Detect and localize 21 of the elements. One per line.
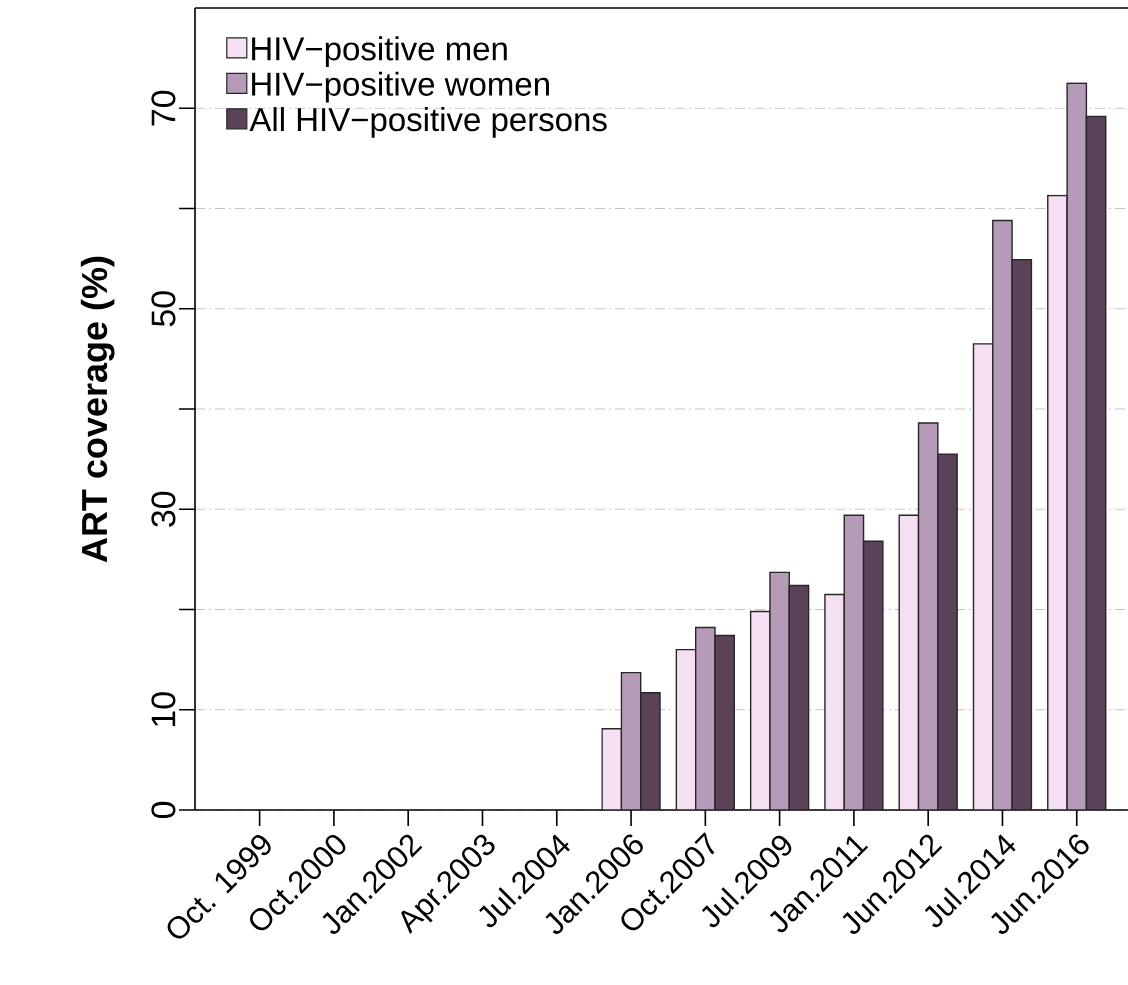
legend-label: All HIV−positive persons xyxy=(249,107,607,138)
bar xyxy=(862,540,884,810)
bar xyxy=(1085,115,1107,810)
bar xyxy=(1011,258,1033,810)
bar xyxy=(1066,82,1088,810)
y-axis-title: ART coverage (%) xyxy=(80,256,115,563)
y-tick-label: 30 xyxy=(151,491,176,527)
legend-label: HIV−positive men xyxy=(252,36,507,68)
bar xyxy=(694,626,716,810)
bar xyxy=(917,422,939,810)
bar xyxy=(640,691,661,810)
y-tick-label: 0 xyxy=(151,801,176,819)
y-tick-label: 70 xyxy=(151,90,176,126)
y-tick-label: 10 xyxy=(151,692,176,727)
bar xyxy=(788,584,810,810)
legend-label: HIV−positive women xyxy=(252,71,549,103)
bar xyxy=(620,671,642,810)
bar xyxy=(769,571,790,810)
bar xyxy=(714,634,735,810)
bar xyxy=(843,514,865,810)
y-tick-label: 50 xyxy=(151,291,176,327)
